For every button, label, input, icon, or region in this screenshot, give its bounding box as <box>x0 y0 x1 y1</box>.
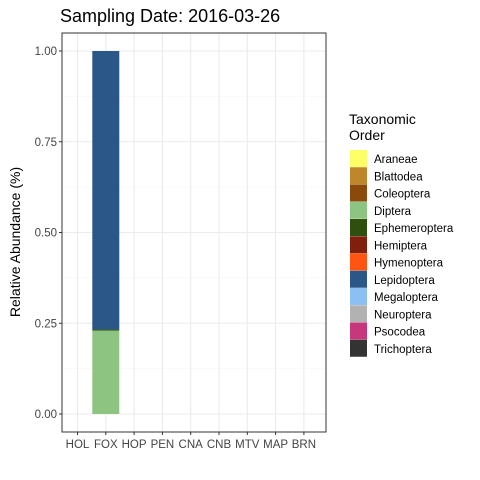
y-tick-label: 0.75 <box>35 137 57 149</box>
chart-title: Sampling Date: 2016-03-26 <box>60 6 280 26</box>
x-tick-label-mtv: MTV <box>235 439 260 451</box>
legend-swatch-ephemeroptera <box>350 219 367 236</box>
legend-swatch-hymenoptera <box>350 253 367 271</box>
legend-swatch-blattodea <box>350 167 367 185</box>
x-tick-label-cnb: CNB <box>207 439 232 451</box>
legend-title: Taxonomic <box>349 111 416 127</box>
legend-label-neuroptera: Neuroptera <box>374 309 432 321</box>
legend-swatch-neuroptera <box>350 305 367 323</box>
legend-label-trichoptera: Trichoptera <box>374 344 432 356</box>
legend-swatch-araneae <box>350 150 367 167</box>
y-tick-label: 0.25 <box>35 318 57 330</box>
legend-title: Order <box>349 127 385 143</box>
legend-label-hymenoptera: Hymenoptera <box>374 258 444 270</box>
legend-label-blattodea: Blattodea <box>374 171 423 183</box>
legend-label-megaloptera: Megaloptera <box>374 292 439 304</box>
x-axis: HOL FOX HOP PEN CNA CNB MTV MAP BRN <box>66 432 316 451</box>
legend-label-psocodea: Psocodea <box>374 327 426 339</box>
legend-swatch-lepidoptera <box>350 270 367 288</box>
y-axis-title: Relative Abundance (%) <box>7 167 23 317</box>
legend-label-diptera: Diptera <box>374 206 412 218</box>
x-tick-label-cna: CNA <box>179 439 204 451</box>
x-tick-label-brn: BRN <box>292 439 316 451</box>
y-tick-label: 0.50 <box>35 228 57 240</box>
legend-label-hemiptera: Hemiptera <box>374 240 428 252</box>
x-tick-label-hop: HOP <box>122 439 147 451</box>
y-tick-label: 0.00 <box>35 409 57 421</box>
y-tick-label: 1.00 <box>35 46 57 58</box>
bar-segment-lepidoptera-fox <box>92 51 120 330</box>
legend-swatch-trichoptera <box>350 339 367 357</box>
x-tick-label-pen: PEN <box>151 439 175 451</box>
y-axis: 0.00 0.25 0.50 0.75 1.00 <box>35 46 62 421</box>
legend-label-lepidoptera: Lepidoptera <box>374 275 435 287</box>
x-tick-label-fox: FOX <box>94 439 118 451</box>
bar-segment-diptera-fox <box>92 330 120 414</box>
legend-swatch-hemiptera <box>350 236 367 254</box>
legend-swatch-diptera <box>350 201 367 219</box>
legend-swatch-megaloptera <box>350 288 367 305</box>
legend-swatch-coleoptera <box>350 184 367 202</box>
legend-label-araneae: Araneae <box>374 154 417 166</box>
legend-label-coleoptera: Coleoptera <box>374 189 431 201</box>
legend-swatch-psocodea <box>350 322 367 340</box>
legend-label-ephemeroptera: Ephemeroptera <box>374 223 454 235</box>
bars <box>92 51 120 414</box>
x-tick-label-hol: HOL <box>66 439 90 451</box>
x-tick-label-map: MAP <box>263 439 288 451</box>
bar-segment-ephemeroptera-fox <box>92 329 120 331</box>
